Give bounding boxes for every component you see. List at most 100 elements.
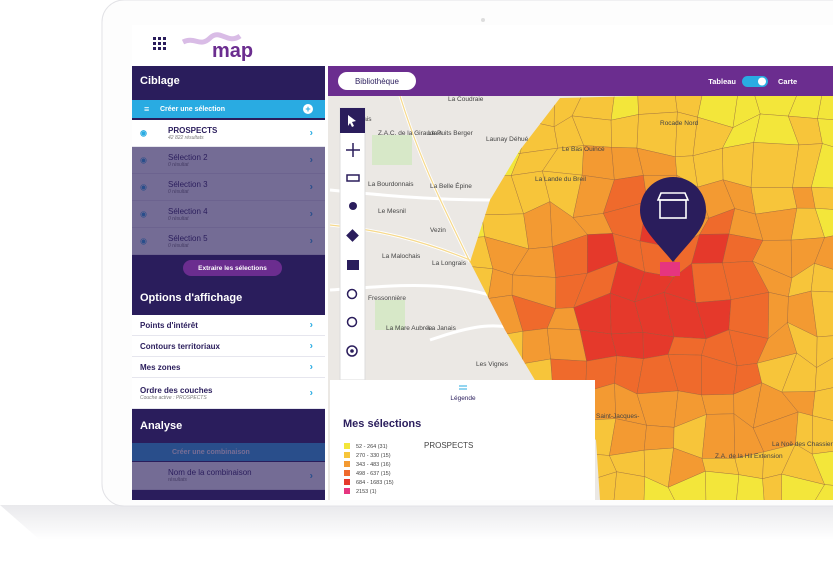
eye-icon: ◉ bbox=[140, 128, 147, 138]
place-label: La Mare Aubrée bbox=[386, 325, 433, 332]
option-row[interactable]: Ordre des couches Couche active : PROSPEC… bbox=[132, 378, 325, 409]
menu-icon bbox=[153, 37, 166, 50]
eye-icon: ◉ bbox=[140, 182, 147, 192]
create-selection[interactable]: Créer une sélection + ≡ bbox=[132, 100, 325, 118]
legend-swatch bbox=[344, 488, 350, 494]
section-header: Analyse bbox=[132, 411, 325, 440]
district bbox=[814, 231, 833, 274]
legend-swatch bbox=[344, 461, 350, 467]
logo-wave bbox=[181, 32, 242, 45]
toggle-knob bbox=[758, 77, 766, 86]
place-label: La Belle Épine bbox=[430, 181, 472, 190]
district bbox=[816, 333, 833, 369]
place-label: Le Puits Berger bbox=[428, 130, 474, 137]
chevron: › bbox=[309, 470, 313, 481]
create-label: Créer une sélection bbox=[160, 105, 225, 113]
legend-label: 270 - 330 (15) bbox=[356, 453, 391, 459]
place-label: Vezin bbox=[430, 227, 446, 234]
selection-count: 42 822 résultats bbox=[168, 134, 204, 141]
toolbar bbox=[339, 107, 366, 381]
option-sub: Couche active : PROSPECTS bbox=[140, 394, 207, 401]
district bbox=[810, 290, 833, 338]
selection-count: 0 résultat bbox=[168, 161, 189, 168]
place-label: Z.A. de la Hil Extension bbox=[715, 453, 783, 460]
place-label: Z.A.C. de la Giraudais bbox=[378, 130, 443, 137]
legend-label: 52 - 264 (31) bbox=[356, 444, 388, 450]
option-label: Points d'intérêt bbox=[140, 320, 198, 330]
camera bbox=[481, 18, 485, 22]
store-pin bbox=[640, 177, 706, 276]
toggle-left: Tableau bbox=[708, 77, 736, 86]
selection-name: Sélection 4 bbox=[168, 206, 208, 216]
district bbox=[811, 143, 833, 189]
selection-name: Sélection 5 bbox=[168, 233, 208, 243]
district bbox=[817, 96, 833, 121]
library-label: Bibliothèque bbox=[355, 77, 400, 86]
district bbox=[610, 114, 639, 149]
legend-label: 498 - 637 (15) bbox=[356, 471, 391, 477]
chevron: › bbox=[309, 235, 313, 247]
section-header: Options d'affichage bbox=[132, 284, 325, 312]
selection-row[interactable]: ◉ PROSPECTS 42 822 résultats › bbox=[132, 120, 325, 147]
chevron: › bbox=[309, 127, 313, 139]
legend-panel bbox=[330, 380, 595, 500]
legend-tab[interactable]: Légende bbox=[450, 395, 476, 402]
eye-icon: ◉ bbox=[140, 155, 147, 165]
place-label: Fressonnière bbox=[368, 295, 406, 302]
option-row[interactable]: Contours territoriaux › bbox=[132, 336, 325, 357]
combination-name: Nom de la combinaison bbox=[168, 468, 252, 477]
selection-count: 0 résultat bbox=[168, 215, 189, 222]
laptop-base bbox=[0, 505, 833, 540]
combination-count: résultats bbox=[168, 477, 187, 483]
chevron: › bbox=[309, 387, 313, 399]
selection-count: 0 résultat bbox=[168, 188, 189, 195]
legend-swatch bbox=[344, 479, 350, 485]
district bbox=[812, 384, 833, 428]
district bbox=[810, 263, 833, 293]
library-button[interactable] bbox=[338, 72, 416, 90]
option-row[interactable]: Points d'intérêt › bbox=[132, 315, 325, 336]
district bbox=[705, 470, 740, 500]
place-label: Launay Déhué bbox=[486, 136, 529, 143]
chevron: › bbox=[309, 208, 313, 220]
district bbox=[811, 186, 833, 212]
park bbox=[372, 135, 412, 165]
chevron: › bbox=[309, 361, 313, 373]
district bbox=[811, 448, 833, 487]
place-label: Rocade Nord bbox=[660, 120, 699, 127]
toggle-right: Carte bbox=[778, 77, 797, 86]
option-label: Mes zones bbox=[140, 362, 181, 372]
extract-button[interactable]: Extraire les sélections bbox=[183, 260, 282, 276]
option-row[interactable]: Mes zones › bbox=[132, 357, 325, 378]
place-label: La Bourdonnais bbox=[368, 181, 414, 188]
district bbox=[522, 328, 551, 365]
place-label: Le Mesnil bbox=[378, 208, 406, 215]
district bbox=[755, 207, 798, 241]
district bbox=[814, 208, 833, 238]
district bbox=[667, 470, 707, 500]
legend-handle[interactable] bbox=[459, 385, 467, 390]
chevron: › bbox=[309, 154, 313, 166]
place-label: La Longrais bbox=[432, 260, 467, 267]
option-label: Ordre des couches bbox=[140, 385, 213, 395]
legend-swatch bbox=[344, 470, 350, 476]
option-label: Contours territoriaux bbox=[140, 341, 221, 351]
choropleth bbox=[470, 96, 833, 500]
create-combination[interactable]: Créer une combinaison bbox=[132, 443, 325, 461]
district bbox=[814, 484, 833, 500]
eye-icon: ◉ bbox=[140, 236, 147, 246]
district bbox=[643, 476, 677, 500]
combination-row[interactable]: Nom de la combinaison résultats › bbox=[132, 462, 325, 490]
district bbox=[609, 418, 647, 456]
district bbox=[735, 474, 766, 500]
district bbox=[781, 473, 825, 500]
logo: map bbox=[212, 40, 253, 62]
district bbox=[750, 142, 800, 188]
place-label: Les Vignes bbox=[476, 361, 509, 368]
